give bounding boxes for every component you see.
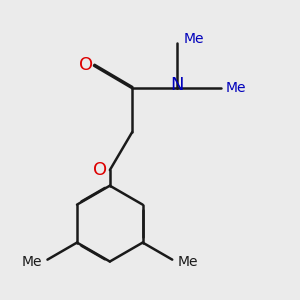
Text: O: O [93, 161, 107, 179]
Text: Me: Me [178, 255, 198, 269]
Text: Me: Me [184, 32, 204, 46]
Text: O: O [79, 56, 93, 74]
Text: N: N [170, 76, 184, 94]
Text: Me: Me [22, 255, 42, 269]
Text: Me: Me [226, 80, 246, 94]
